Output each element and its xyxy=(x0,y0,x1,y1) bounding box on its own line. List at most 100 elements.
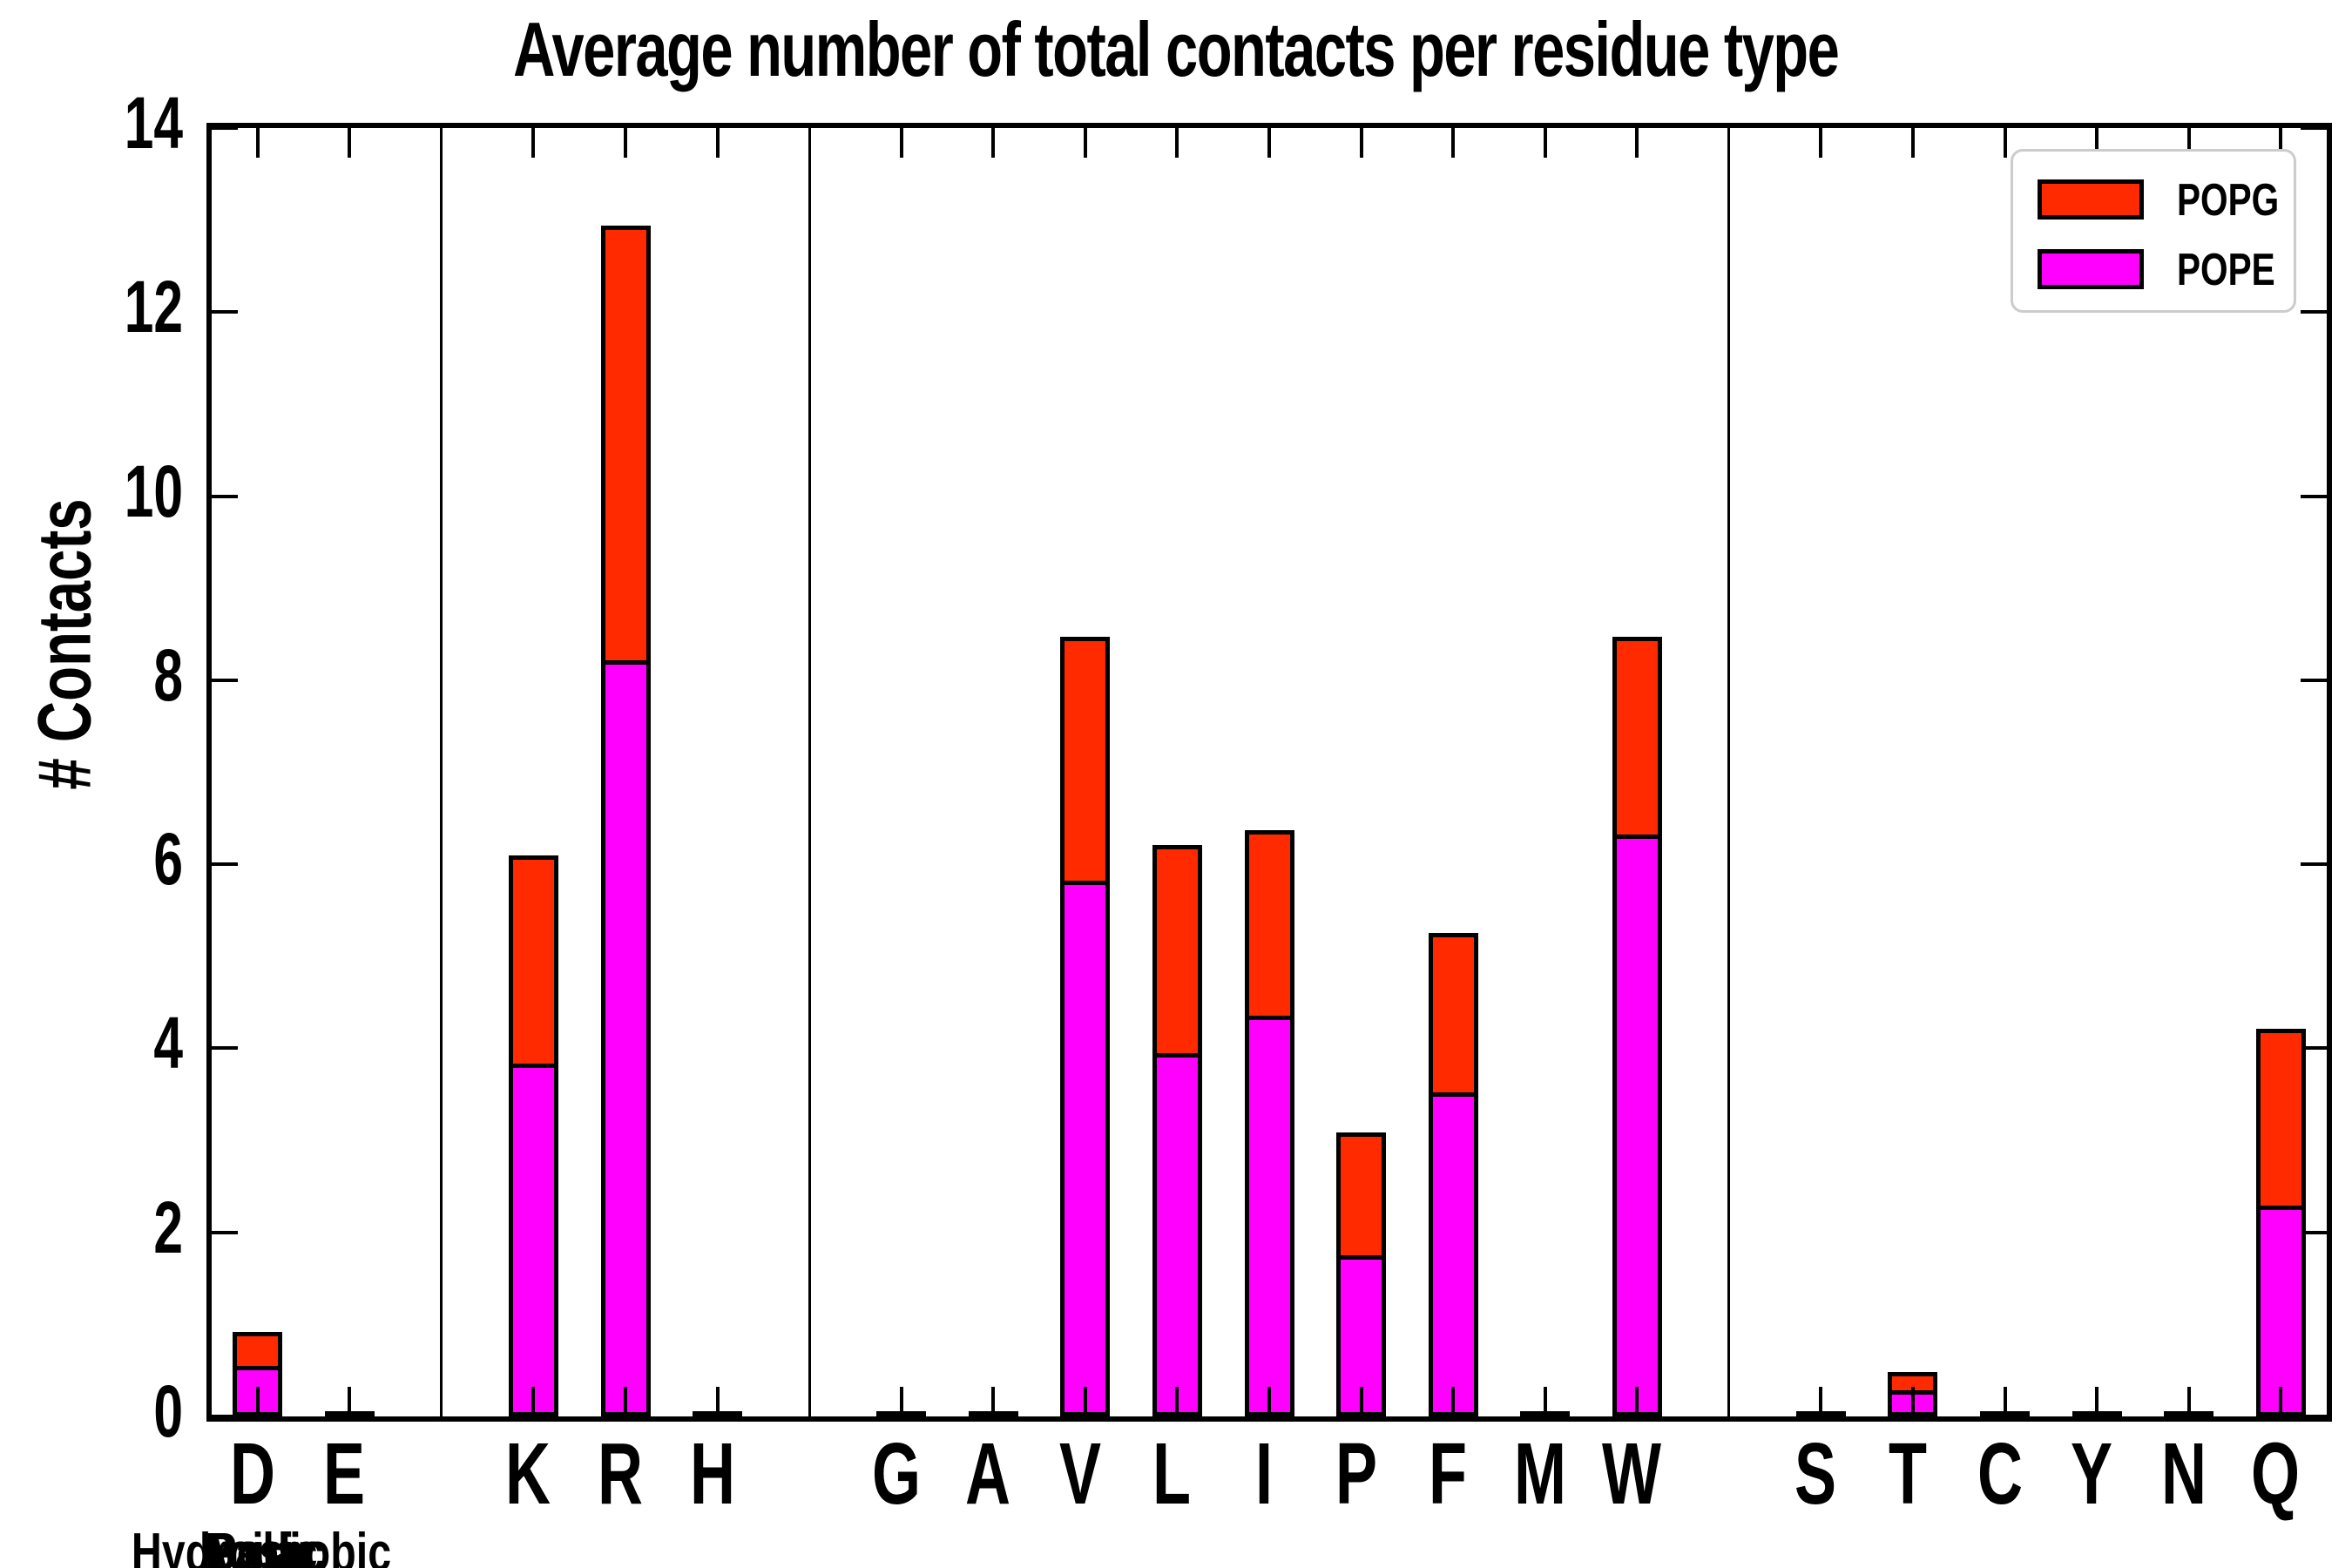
bar-W-popg-segment xyxy=(1616,641,1658,840)
bar-W xyxy=(1612,637,1662,1416)
x-tick-top xyxy=(348,128,352,158)
x-tick-bottom xyxy=(255,1387,260,1416)
x-tick-bottom xyxy=(2279,1387,2283,1416)
group-separator-line xyxy=(440,128,443,1416)
x-tick-label-R: R xyxy=(598,1425,644,1523)
y-tick xyxy=(2301,494,2327,498)
x-tick-label-E: E xyxy=(323,1425,366,1523)
chart-title-text: Average number of total contacts per res… xyxy=(513,6,1840,92)
x-tick-top xyxy=(2186,128,2191,158)
y-tick xyxy=(212,310,238,314)
y-tick xyxy=(212,862,238,867)
legend-swatch-pope xyxy=(2038,249,2144,289)
x-tick-label-Q: Q xyxy=(2251,1425,2301,1523)
group-label-hydrophobic: Hydrophobic xyxy=(131,1523,392,1568)
x-tick-top xyxy=(2095,128,2099,158)
bar-D-popg-segment xyxy=(237,1335,279,1370)
x-tick-bottom xyxy=(1910,1387,1915,1416)
x-tick-label-A: A xyxy=(965,1425,1011,1523)
x-tick-top xyxy=(1359,128,1363,158)
y-tick-label: 4 xyxy=(153,1002,183,1085)
x-tick-bottom xyxy=(2095,1387,2099,1416)
x-tick-label-P: P xyxy=(1335,1425,1377,1523)
x-tick-bottom xyxy=(1451,1387,1456,1416)
x-tick-bottom xyxy=(348,1387,352,1416)
y-tick xyxy=(2301,678,2327,682)
bar-L xyxy=(1152,844,1202,1416)
x-tick-top xyxy=(899,128,903,158)
x-tick-top xyxy=(1175,128,1179,158)
x-tick-top xyxy=(531,128,536,158)
bar-P xyxy=(1336,1132,1387,1416)
plot-area xyxy=(206,123,2332,1422)
y-tick xyxy=(2301,862,2327,867)
x-tick-top xyxy=(991,128,996,158)
bar-R xyxy=(600,225,651,1416)
x-tick-bottom xyxy=(1359,1387,1363,1416)
x-tick-top xyxy=(1819,128,1823,158)
x-tick-bottom xyxy=(1175,1387,1179,1416)
bar-I-popg-segment xyxy=(1248,835,1290,1021)
y-tick xyxy=(212,126,238,130)
x-tick-bottom xyxy=(1083,1387,1087,1416)
y-tick xyxy=(212,678,238,682)
x-tick-label-D: D xyxy=(229,1425,275,1523)
x-tick-top xyxy=(1635,128,1639,158)
bar-I xyxy=(1244,830,1294,1416)
x-tick-bottom xyxy=(531,1387,536,1416)
x-tick-top xyxy=(255,128,260,158)
x-tick-top xyxy=(1083,128,1087,158)
x-tick-top xyxy=(715,128,720,158)
y-tick xyxy=(2301,1046,2327,1051)
legend-label-popg: POPG xyxy=(2177,175,2280,226)
bar-L-popg-segment xyxy=(1156,848,1198,1058)
x-tick-top xyxy=(624,128,628,158)
group-label-basic: Basic xyxy=(205,1523,318,1568)
y-tick xyxy=(2301,1415,2327,1418)
y-tick xyxy=(212,1046,238,1051)
x-tick-label-H: H xyxy=(689,1425,735,1523)
bar-K-popg-segment xyxy=(512,859,554,1069)
bar-R-popg-segment xyxy=(605,229,646,665)
x-tick-top xyxy=(2279,128,2283,158)
x-tick-top xyxy=(1543,128,1547,158)
y-tick-label: 0 xyxy=(153,1370,183,1452)
x-tick-bottom xyxy=(715,1387,720,1416)
bar-V-popg-segment xyxy=(1064,641,1106,886)
group-label-polar: Polar xyxy=(208,1523,314,1568)
y-tick-label: 8 xyxy=(153,633,183,716)
x-tick-bottom xyxy=(1267,1387,1271,1416)
x-tick-label-W: W xyxy=(1602,1425,1662,1523)
y-tick-label: 14 xyxy=(124,82,183,164)
x-tick-top xyxy=(2003,128,2007,158)
group-separator-line xyxy=(1727,128,1731,1416)
bar-K xyxy=(508,855,558,1416)
legend-label-pope: POPE xyxy=(2177,245,2275,295)
x-tick-bottom xyxy=(1819,1387,1823,1416)
bar-F xyxy=(1428,933,1478,1416)
x-tick-label-F: F xyxy=(1429,1425,1468,1523)
x-tick-top xyxy=(1910,128,1915,158)
y-tick-label: 6 xyxy=(153,818,183,901)
x-tick-bottom xyxy=(899,1387,903,1416)
x-tick-label-N: N xyxy=(2160,1425,2207,1523)
group-label-acidic: Acidic xyxy=(198,1523,325,1568)
x-tick-label-K: K xyxy=(505,1425,551,1523)
x-tick-label-C: C xyxy=(1977,1425,2023,1523)
y-tick-label: 10 xyxy=(124,449,183,532)
x-tick-label-G: G xyxy=(871,1425,921,1523)
x-tick-label-I: I xyxy=(1254,1425,1274,1523)
group-separator-line xyxy=(808,128,811,1416)
legend: POPG POPE xyxy=(2011,149,2296,313)
bar-P-popg-segment xyxy=(1341,1136,1382,1260)
legend-swatch-popg xyxy=(2038,179,2144,220)
y-tick xyxy=(212,494,238,498)
x-tick-bottom xyxy=(624,1387,628,1416)
chart-title: Average number of total contacts per res… xyxy=(0,5,2352,94)
x-tick-label-V: V xyxy=(1058,1425,1101,1523)
y-tick xyxy=(2301,126,2327,130)
y-tick-label: 12 xyxy=(124,266,183,348)
bar-F-popg-segment xyxy=(1432,937,1474,1098)
x-tick-label-L: L xyxy=(1152,1425,1192,1523)
